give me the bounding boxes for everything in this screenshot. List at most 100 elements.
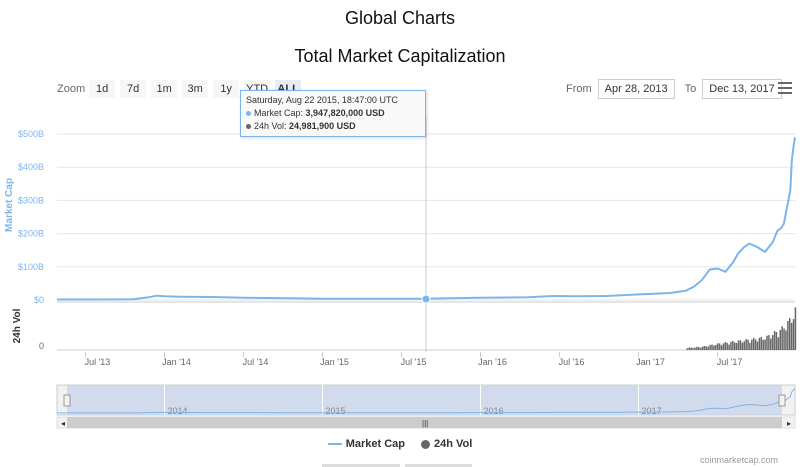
- volume-bar: [699, 347, 702, 350]
- chart-title: Total Market Capitalization: [294, 46, 506, 66]
- tab-stub-1[interactable]: [322, 464, 400, 467]
- navigator-handle-left[interactable]: [63, 394, 71, 407]
- volume-bar: [771, 335, 774, 350]
- volume-bar: [735, 343, 738, 350]
- to-label: To: [684, 83, 697, 95]
- navigator-year-label: 2015: [325, 406, 345, 416]
- crosshair-point: [421, 294, 431, 304]
- scrollbar-grip-icon[interactable]: |||: [422, 419, 428, 428]
- legend: Market Cap 24h Vol: [0, 438, 800, 450]
- to-date-input[interactable]: Dec 13, 2017: [702, 79, 782, 99]
- vol-axis-tick-0: 0: [39, 341, 44, 351]
- volume-bar: [726, 342, 728, 350]
- y-axis-label: Market Cap: [4, 178, 15, 232]
- volume-bar: [783, 328, 785, 350]
- navigator-labels: 2014 2015 2016 2017: [163, 385, 662, 416]
- x-tick-label: Jan '14: [162, 357, 191, 367]
- volume-bar: [711, 344, 713, 350]
- zoom-7d-button[interactable]: 7d: [120, 80, 147, 98]
- from-label: From: [566, 83, 592, 95]
- hamburger-menu-icon[interactable]: [778, 82, 792, 94]
- volume-bar: [785, 330, 787, 350]
- volume-bar: [773, 331, 776, 350]
- zoom-1d-button[interactable]: 1d: [89, 80, 116, 98]
- scroll-right-arrow-icon[interactable]: ▸: [787, 419, 791, 428]
- scrollbar-thumb[interactable]: [67, 417, 782, 428]
- x-tick-label: Jan '16: [478, 357, 507, 367]
- volume-bar: [741, 342, 744, 350]
- volume-bar: [716, 343, 719, 350]
- from-date-input[interactable]: Apr 28, 2013: [597, 79, 675, 99]
- y-tick-label: $200B: [18, 229, 44, 239]
- legend-vol[interactable]: 24h Vol: [420, 438, 472, 450]
- volume-bar: [730, 341, 732, 350]
- legend-line-icon: [327, 443, 342, 445]
- date-range: From Apr 28, 2013 To Dec 13, 2017: [566, 79, 792, 99]
- zoom-3m-button[interactable]: 3m: [182, 80, 209, 98]
- volume-bar: [705, 346, 708, 350]
- tooltip-market-cap-value: 3,947,820,000 USD: [305, 108, 385, 118]
- vol-axis-label: 24h Vol: [12, 308, 23, 343]
- y-tick-label: $400B: [18, 162, 44, 172]
- navigator-year-label: 2014: [167, 406, 187, 416]
- volume-bar: [779, 329, 782, 350]
- tooltip-market-cap: Market Cap: 3,947,820,000 USD: [246, 107, 420, 120]
- volume-bar: [788, 318, 791, 350]
- scroll-left-arrow-icon[interactable]: ◂: [61, 419, 65, 428]
- volume-bar: [749, 342, 751, 350]
- volume-bar: [692, 348, 694, 350]
- volume-bar: [690, 347, 692, 350]
- volume-bar: [768, 335, 770, 350]
- y-axis-ticks: $0 $100B $200B $300B $400B $500B: [18, 129, 44, 305]
- navigator-line: [57, 388, 796, 414]
- volume-bar: [790, 322, 793, 350]
- navigator-selection[interactable]: [67, 385, 782, 415]
- zoom-label: Zoom: [57, 83, 86, 95]
- volume-bar: [775, 332, 778, 350]
- x-tick-label: Jul '14: [243, 357, 269, 367]
- volume-bars: [686, 307, 797, 350]
- market-cap-line: [57, 137, 796, 301]
- volume-bar: [713, 345, 715, 350]
- volume-bar: [720, 345, 723, 350]
- volume-bar: [703, 345, 706, 350]
- volume-bar: [718, 343, 721, 350]
- navigator-handle-right[interactable]: [778, 394, 786, 407]
- volume-bar: [756, 341, 759, 350]
- volume-bar: [728, 344, 730, 350]
- vol-dot-icon: [246, 124, 251, 130]
- volume-bar: [688, 347, 690, 350]
- y-tick-label: $500B: [18, 129, 44, 139]
- legend-market-cap[interactable]: Market Cap: [327, 438, 405, 450]
- volume-bar: [747, 339, 749, 350]
- y-tick-label: $300B: [18, 195, 44, 205]
- volume-bar: [739, 340, 742, 350]
- volume-bar: [734, 342, 736, 350]
- volume-bar: [770, 338, 772, 350]
- zoom-1y-button[interactable]: 1y: [213, 80, 240, 98]
- volume-bar: [715, 344, 717, 350]
- volume-bar: [760, 337, 763, 350]
- volume-bar: [754, 339, 757, 350]
- tab-stub-2[interactable]: [405, 464, 472, 467]
- x-axis-ticks: Jul '13 Jan '14 Jul '14 Jan '15 Jul '15 Jan '…: [85, 352, 742, 367]
- tooltip-date: Saturday, Aug 22 2015, 18:47:00 UTC: [246, 95, 398, 105]
- x-tick-label: Jul '13: [85, 357, 111, 367]
- volume-bar: [777, 337, 780, 350]
- market-cap-dot-icon: [246, 111, 251, 117]
- volume-bar: [701, 346, 704, 350]
- volume-bar: [792, 319, 795, 350]
- volume-bar: [696, 346, 698, 350]
- zoom-1m-button[interactable]: 1m: [151, 80, 178, 98]
- tooltip-vol: 24h Vol: 24,981,900 USD: [246, 120, 420, 133]
- legend-dot-icon: [420, 439, 430, 449]
- tooltip-vol-value: 24,981,900 USD: [289, 121, 356, 131]
- y-tick-label: $0: [34, 295, 44, 305]
- page-title: Global Charts: [344, 8, 456, 28]
- volume-bar: [766, 335, 768, 350]
- y-tick-label: $100B: [18, 262, 44, 272]
- navigator-year-label: 2016: [484, 406, 504, 416]
- volume-bar: [722, 343, 725, 350]
- credit-link[interactable]: coinmarketcap.com: [700, 455, 779, 465]
